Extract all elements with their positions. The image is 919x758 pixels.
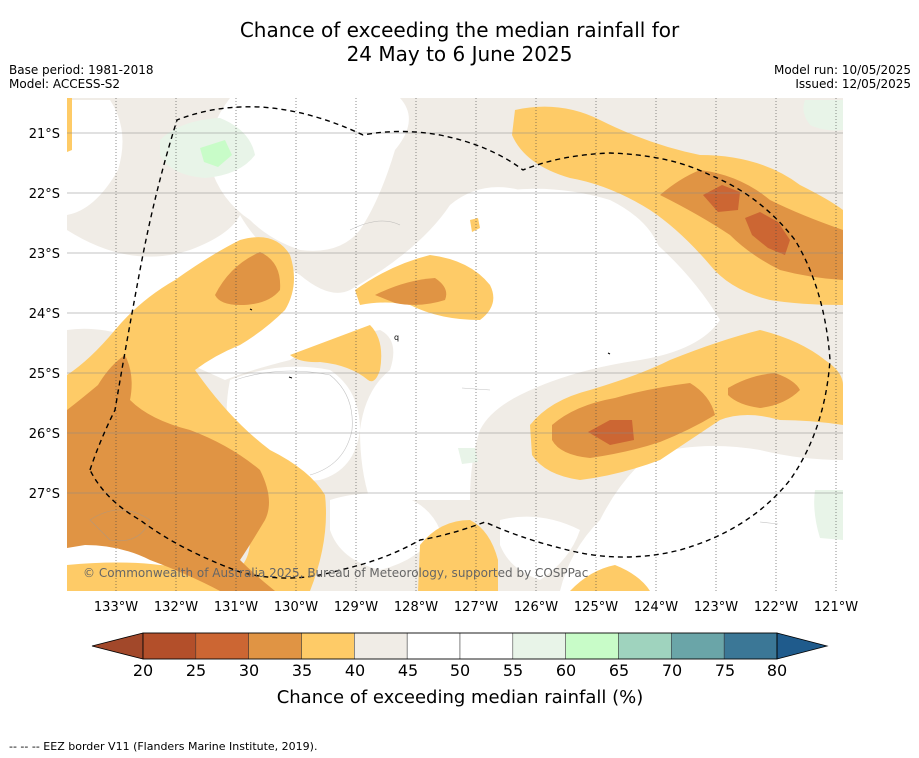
meta-left: Base period: 1981-2018 Model: ACCESS-S2 [9, 63, 154, 91]
colorbar-segment [459, 632, 514, 660]
lon-label-122: 122°W [754, 600, 798, 615]
footer-note: -- -- -- EEZ border V11 (Flanders Marine… [9, 740, 318, 753]
title-line-1: Chance of exceeding the median rainfall … [239, 18, 680, 42]
lon-label-121: 121°W [814, 600, 858, 615]
contour-lines [89, 220, 779, 542]
stray-mark-3 [249, 308, 253, 311]
colorbar-segment [618, 632, 672, 660]
stray-mark-2 [607, 352, 611, 355]
colorbar-label-40: 40 [345, 661, 365, 680]
colorbar-label-20: 20 [133, 661, 153, 680]
colorbar-label-55: 55 [503, 661, 523, 680]
lon-label-127: 127°W [454, 600, 498, 615]
issued-date: Issued: 12/05/2025 [795, 77, 911, 91]
model-name: Model: ACCESS-S2 [9, 77, 121, 91]
colorbar-label-75: 75 [715, 661, 735, 680]
colorbar [91, 632, 829, 660]
colorbar-label-60: 60 [556, 661, 576, 680]
stray-mark-1 [288, 376, 293, 379]
lon-label-129: 129°W [334, 600, 378, 615]
lon-label-130: 130°W [274, 600, 318, 615]
colorbar-label-70: 70 [662, 661, 682, 680]
lon-label-131: 131°W [214, 600, 258, 615]
map-plot-area: q © Commonwealth of Australia 2025, Bure… [67, 98, 843, 591]
colorbar-segment [248, 632, 302, 660]
lon-label-125: 125°W [574, 600, 618, 615]
graticule-lat [67, 132, 843, 494]
colorbar-frame [142, 632, 778, 660]
lon-labels: 133°W 132°W 131°W 130°W 129°W 128°W 127°… [94, 600, 858, 615]
lon-label-132: 132°W [154, 600, 198, 615]
base-period: Base period: 1981-2018 [9, 63, 154, 77]
lat-label-26: 26°S [29, 427, 60, 442]
copyright-text: © Commonwealth of Australia 2025, Bureau… [83, 566, 588, 580]
colorbar-label-65: 65 [609, 661, 629, 680]
colorbar-label-50: 50 [450, 661, 470, 680]
lat-label-27: 27°S [29, 487, 60, 502]
colorbar-arrow-high [776, 632, 829, 660]
colorbar-segment [723, 632, 778, 660]
lat-label-21: 21°S [29, 127, 60, 142]
lat-label-22: 22°S [29, 187, 60, 202]
contour-60-65 [200, 140, 232, 167]
colorbar-segment [142, 632, 197, 660]
lon-label-128: 128°W [394, 600, 438, 615]
lat-label-24: 24°S [29, 307, 60, 322]
colorbar-label-45: 45 [398, 661, 418, 680]
colorbar-label-35: 35 [292, 661, 312, 680]
colorbar-title: Chance of exceeding median rainfall (%) [277, 687, 644, 708]
model-run: Model run: 10/05/2025 [773, 63, 911, 77]
colorbar-segment [301, 632, 355, 660]
colorbar-segment [512, 632, 566, 660]
colorbar-label-80: 80 [767, 661, 787, 680]
contours-25-30 [588, 185, 790, 445]
lon-label-123: 123°W [694, 600, 738, 615]
colorbar-segment [354, 632, 408, 660]
stray-label: q [394, 333, 399, 342]
colorbar-label-25: 25 [186, 661, 206, 680]
chart-title: Chance of exceeding the median rainfall … [0, 18, 919, 66]
title-line-2: 24 May to 6 June 2025 [346, 42, 573, 66]
contours-45-55 [67, 98, 843, 591]
lat-label-25: 25°S [29, 367, 60, 382]
lon-label-126: 126°W [514, 600, 558, 615]
lon-label-133: 133°W [94, 600, 138, 615]
colorbar-segment [406, 632, 461, 660]
lat-label-23: 23°S [29, 247, 60, 262]
lat-labels: 21°S 22°S 23°S 24°S 25°S 26°S 27°S [29, 127, 60, 502]
meta-right: Model run: 10/05/2025 Issued: 12/05/2025 [774, 63, 911, 91]
lon-label-124: 124°W [634, 600, 678, 615]
colorbar-label-30: 30 [239, 661, 259, 680]
colorbar-labels: 20 25 30 35 40 45 50 55 60 65 70 75 80 [133, 661, 787, 680]
graticule [115, 98, 837, 591]
colorbar-segment [195, 632, 249, 660]
colorbar-segment [671, 632, 725, 660]
eez-border [89, 106, 831, 579]
colorbar-segment [565, 632, 619, 660]
colorbar-arrow-low [91, 632, 144, 660]
